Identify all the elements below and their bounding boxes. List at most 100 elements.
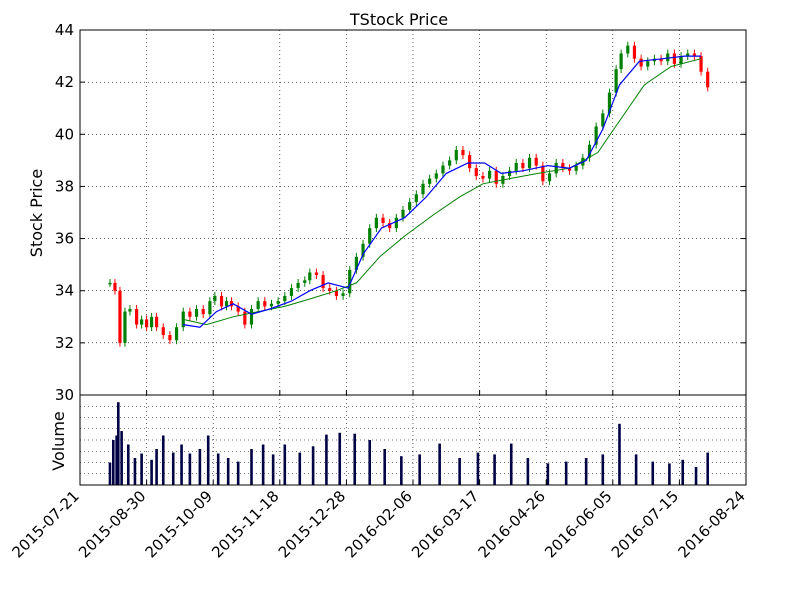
volume-bar	[150, 459, 153, 485]
candle-body	[249, 308, 254, 325]
candle-body	[474, 168, 478, 176]
candle-body	[421, 183, 425, 195]
volume-bar	[161, 435, 165, 485]
candle-body	[646, 61, 650, 67]
x-tick-label: 2016-03-17	[408, 487, 482, 561]
candle-body	[161, 327, 165, 336]
x-tick-label: 2015-10-09	[142, 487, 216, 561]
candle-body	[321, 275, 325, 289]
volume-bar	[438, 443, 441, 485]
candle-body	[361, 243, 365, 257]
candle-body	[229, 301, 234, 307]
y-axis-label: Stock Price	[27, 169, 46, 257]
volume-bar	[216, 453, 220, 485]
y-tick-label: 36	[55, 230, 74, 248]
volume-bar	[564, 461, 568, 485]
volume-bar	[681, 459, 685, 485]
volume-bar	[526, 458, 530, 485]
candle-body	[354, 256, 358, 270]
y-tick-label: 34	[55, 282, 74, 300]
volume-bar	[298, 452, 302, 485]
candle-body	[587, 144, 592, 158]
candle-body	[567, 168, 572, 171]
candle-body	[213, 295, 217, 302]
volume-bar	[338, 432, 342, 485]
candle-body	[314, 272, 319, 276]
candle-body	[514, 162, 518, 171]
candle-body	[626, 45, 630, 54]
candle-body	[283, 295, 287, 302]
volume-bar	[171, 452, 175, 485]
candle-body	[201, 308, 205, 315]
volume-bar	[668, 463, 671, 485]
volume-bar	[353, 433, 357, 485]
candle-body	[128, 308, 132, 312]
candle-body	[224, 301, 229, 307]
volume-bar	[634, 454, 638, 485]
candle-body	[243, 311, 247, 325]
candle-body	[381, 217, 385, 223]
candle-body	[461, 149, 465, 156]
candle-body	[547, 173, 552, 182]
candle-body	[527, 157, 532, 169]
candle-body	[672, 53, 677, 64]
volume-bar	[133, 458, 137, 485]
volume-bar	[236, 461, 240, 485]
volume-gridlines	[79, 395, 747, 485]
volume-bar	[140, 453, 143, 485]
volume-bar	[115, 435, 118, 485]
candle-body	[368, 228, 372, 244]
volume-axis-label: Volume	[49, 411, 68, 471]
volume-bar	[368, 440, 372, 485]
volume-bar	[706, 452, 710, 485]
candle-body	[699, 56, 703, 72]
volume-bar	[601, 454, 605, 485]
candle-body	[341, 293, 345, 296]
volume-bar	[325, 434, 328, 485]
candle-body	[154, 316, 159, 328]
candle-body	[468, 155, 472, 169]
candle-body	[269, 303, 274, 307]
volume-bar	[126, 444, 130, 485]
y-tick-label: 42	[55, 73, 74, 91]
volume-bars	[108, 402, 710, 485]
volume-bar	[383, 449, 386, 485]
candle-body	[666, 53, 670, 62]
candle-body	[686, 53, 690, 57]
volume-bar	[188, 453, 192, 485]
volume-bar	[206, 435, 210, 485]
volume-bar	[546, 463, 550, 485]
x-tick-label: 2016-04-26	[475, 487, 549, 561]
candle-body	[561, 162, 565, 169]
volume-bar	[311, 446, 315, 485]
candle-body	[118, 290, 122, 343]
candle-body	[594, 126, 598, 145]
volume-bar	[112, 440, 115, 485]
candle-body	[414, 194, 418, 203]
candle-body	[123, 311, 127, 343]
volume-bar	[108, 462, 112, 485]
candle-body	[679, 56, 683, 64]
volume-bar	[261, 444, 265, 485]
price-candles	[108, 41, 710, 347]
volume-bar	[618, 423, 621, 485]
candle-body	[639, 58, 643, 67]
volume-bar	[180, 444, 183, 485]
x-tick-label: 2015-08-30	[75, 487, 149, 561]
candle-body	[521, 162, 525, 169]
candle-body	[388, 222, 392, 229]
volume-bar	[458, 458, 461, 485]
candle-body	[374, 217, 378, 229]
candle-body	[534, 157, 538, 166]
candle-body	[208, 301, 212, 315]
candle-body	[188, 311, 192, 317]
candle-body	[168, 335, 172, 341]
y-tick-label: 44	[55, 21, 74, 39]
chart-title: TStock Price	[349, 10, 448, 29]
volume-bar	[509, 443, 513, 485]
volume-bar	[155, 449, 158, 485]
candle-body	[487, 170, 492, 179]
candle-body	[149, 316, 154, 328]
price-plot-frame	[79, 29, 747, 396]
candle-body	[507, 170, 512, 176]
